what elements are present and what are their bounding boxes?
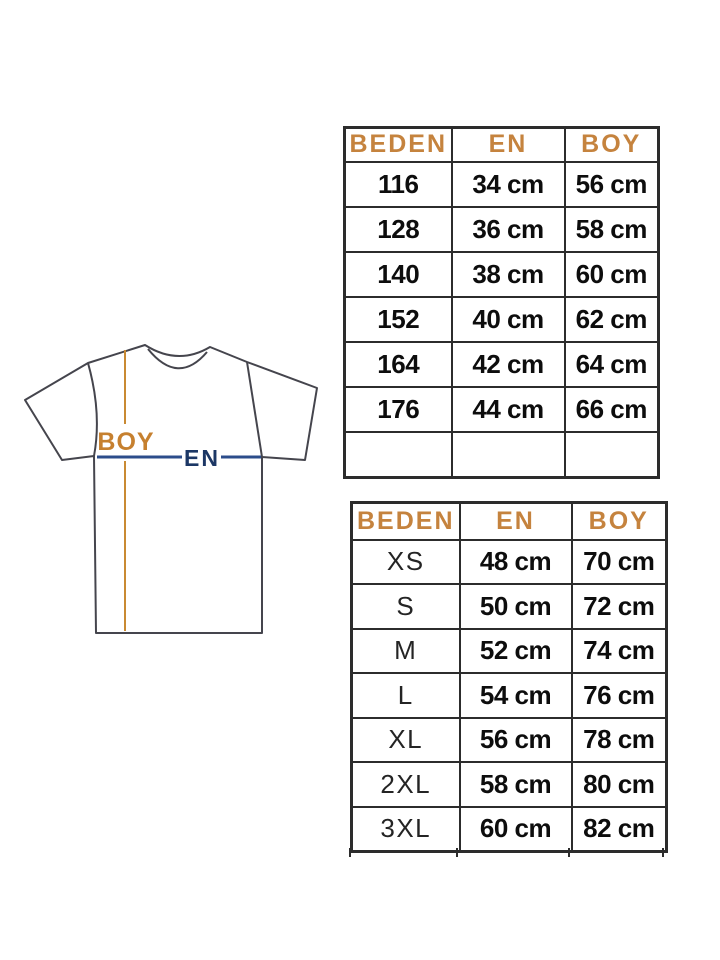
width-cell: 44 cm [450, 385, 566, 433]
length-cell: 64 cm [563, 340, 660, 388]
size-cell [343, 430, 453, 479]
length-cell: 70 cm [570, 538, 668, 585]
size-cell: 2XL [350, 761, 461, 808]
en-width-label: EN [184, 445, 220, 471]
size-cell: XL [350, 716, 461, 763]
column-header-boy: BOY [563, 126, 660, 163]
size-cell: 164 [343, 340, 453, 388]
width-cell: 56 cm [458, 716, 573, 763]
width-cell: 38 cm [450, 250, 566, 298]
length-cell: 72 cm [570, 583, 668, 630]
length-cell: 58 cm [563, 205, 660, 253]
right-armhole-seam [246, 361, 263, 458]
size-cell: 3XL [350, 805, 461, 852]
length-cell [563, 430, 660, 479]
length-cell: 76 cm [570, 672, 668, 719]
table-row: 164 42 cm 64 cm [343, 340, 660, 388]
adult-size-table: BEDEN EN BOY XS 48 cm 70 cm S 50 cm 72 c… [350, 501, 668, 853]
boy-length-label: BOY [97, 428, 154, 456]
collar-inner-line [147, 348, 208, 370]
table-row: 116 34 cm 56 cm [343, 160, 660, 208]
table-row: 3XL 60 cm 82 cm [350, 805, 668, 852]
table-row: XL 56 cm 78 cm [350, 716, 668, 763]
size-cell: L [350, 672, 461, 719]
length-cell: 62 cm [563, 295, 660, 343]
table-row: 140 38 cm 60 cm [343, 250, 660, 298]
empty-table-row [343, 430, 660, 479]
table-header-row: BEDEN EN BOY [343, 126, 660, 163]
border-stub [662, 848, 664, 857]
width-cell: 52 cm [458, 627, 573, 674]
border-stub [456, 848, 458, 857]
column-header-beden: BEDEN [343, 126, 453, 163]
size-cell: 116 [343, 160, 453, 208]
size-cell: 140 [343, 250, 453, 298]
table-header-row: BEDEN EN BOY [350, 501, 668, 541]
size-cell: S [350, 583, 461, 630]
width-cell: 48 cm [458, 538, 573, 585]
table-row: 2XL 58 cm 80 cm [350, 761, 668, 808]
left-armhole-seam [87, 362, 98, 457]
column-header-en: EN [450, 126, 566, 163]
width-cell: 58 cm [458, 761, 573, 808]
length-cell: 66 cm [563, 385, 660, 433]
width-cell: 34 cm [450, 160, 566, 208]
kids-size-table: BEDEN EN BOY 116 34 cm 56 cm 128 36 cm 5… [343, 126, 660, 479]
border-stub [568, 848, 570, 857]
width-cell: 40 cm [450, 295, 566, 343]
table-row: 152 40 cm 62 cm [343, 295, 660, 343]
length-cell: 80 cm [570, 761, 668, 808]
size-cell: 176 [343, 385, 453, 433]
size-cell: 152 [343, 295, 453, 343]
table-row: S 50 cm 72 cm [350, 583, 668, 630]
column-header-en: EN [458, 501, 573, 541]
length-cell: 60 cm [563, 250, 660, 298]
table-row: L 54 cm 76 cm [350, 672, 668, 719]
width-cell: 36 cm [450, 205, 566, 253]
size-cell: M [350, 627, 461, 674]
width-cell: 50 cm [458, 583, 573, 630]
length-cell: 78 cm [570, 716, 668, 763]
length-cell: 82 cm [570, 805, 668, 852]
size-cell: 128 [343, 205, 453, 253]
table-row: 128 36 cm 58 cm [343, 205, 660, 253]
length-cell: 56 cm [563, 160, 660, 208]
table-row: 176 44 cm 66 cm [343, 385, 660, 433]
table-row: M 52 cm 74 cm [350, 627, 668, 674]
width-cell [450, 430, 566, 479]
width-cell: 54 cm [458, 672, 573, 719]
column-header-beden: BEDEN [350, 501, 461, 541]
width-cell: 42 cm [450, 340, 566, 388]
column-header-boy: BOY [570, 501, 668, 541]
tshirt-outline [24, 344, 318, 634]
width-cell: 60 cm [458, 805, 573, 852]
length-cell: 74 cm [570, 627, 668, 674]
size-cell: XS [350, 538, 461, 585]
table-row: XS 48 cm 70 cm [350, 538, 668, 585]
tshirt-measurement-diagram: BOY EN [24, 344, 318, 634]
border-stub [349, 848, 351, 857]
